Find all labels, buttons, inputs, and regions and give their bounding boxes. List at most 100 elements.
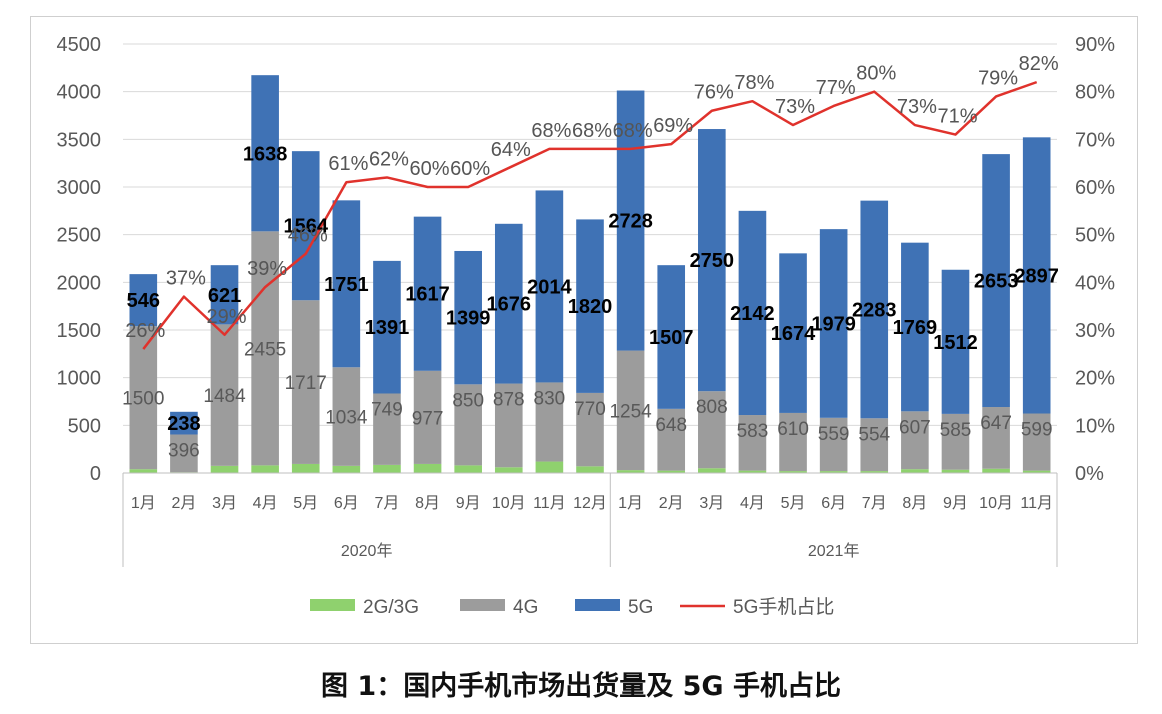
- x-tick-label: 5月: [293, 495, 318, 512]
- bar-g23: [1022, 470, 1051, 473]
- x-tick-label: 10月: [979, 495, 1013, 512]
- bar-g23: [210, 465, 239, 473]
- g4-data-label: 1717: [285, 373, 327, 394]
- x-tick-label: 2月: [659, 495, 684, 512]
- g5-data-label: 1769: [893, 317, 938, 339]
- bar-g5: [413, 216, 442, 371]
- y2-tick-label: 70%: [1075, 129, 1115, 151]
- x-tick-label: 6月: [821, 495, 846, 512]
- ratio-data-label: 39%: [247, 258, 287, 280]
- bar-g23: [982, 468, 1010, 473]
- g4-data-label: 850: [452, 390, 484, 411]
- g5-data-label: 1979: [811, 313, 856, 335]
- ratio-data-label: 68%: [572, 120, 612, 142]
- ratio-data-label: 76%: [694, 82, 734, 104]
- bar-g5: [657, 265, 686, 409]
- g5-data-label: 1617: [405, 284, 450, 306]
- bar-g5: [332, 200, 361, 368]
- x-tick-label: 8月: [415, 495, 440, 512]
- x-tick-label: 4月: [740, 495, 765, 512]
- y-tick-label: 0: [90, 463, 101, 485]
- bar-g5: [210, 265, 239, 325]
- g4-data-label: 610: [777, 419, 809, 440]
- bar-g5: [982, 154, 1010, 408]
- bar-g5: [373, 260, 401, 394]
- bar-g23: [941, 469, 970, 473]
- y2-tick-label: 20%: [1075, 368, 1115, 390]
- bar-g4: [576, 392, 604, 467]
- x-tick-label: 9月: [456, 495, 481, 512]
- g5-data-label: 1820: [568, 296, 613, 318]
- ratio-data-label: 69%: [653, 115, 693, 137]
- bar-g4: [860, 418, 889, 472]
- y-tick-label: 3500: [57, 129, 102, 151]
- g4-data-label: 749: [371, 399, 403, 420]
- g4-data-label: 585: [940, 420, 972, 441]
- x-tick-label: 1月: [618, 495, 643, 512]
- y2-tick-label: 90%: [1075, 34, 1115, 56]
- g5-data-label: 621: [208, 285, 241, 307]
- bar-g23: [819, 471, 848, 473]
- g5-data-label: 2014: [527, 276, 572, 298]
- g4-data-label: 1500: [122, 389, 164, 410]
- ratio-data-label: 64%: [491, 139, 531, 161]
- y-tick-label: 1500: [57, 320, 102, 342]
- ratio-data-label: 29%: [207, 306, 247, 328]
- g5-data-label: 238: [167, 413, 200, 435]
- bar-g5: [251, 75, 279, 232]
- bar-g23: [251, 465, 279, 473]
- g4-data-label: 830: [534, 388, 566, 409]
- g4-data-label: 559: [818, 424, 850, 445]
- ratio-data-label: 73%: [897, 96, 937, 118]
- x-tick-label: 7月: [862, 495, 887, 512]
- bar-g23: [454, 465, 482, 473]
- bar-g23: [738, 470, 767, 473]
- legend-swatch-g23: [310, 599, 355, 611]
- g5-data-label: 1507: [649, 327, 694, 349]
- bar-g5: [860, 200, 889, 419]
- x-tick-label: 11月: [533, 495, 566, 512]
- g5-data-label: 546: [127, 290, 160, 312]
- bar-g4: [535, 382, 564, 462]
- bar-g5: [941, 269, 970, 414]
- bar-g23: [657, 470, 686, 473]
- y-tick-label: 2500: [57, 225, 102, 247]
- y2-tick-label: 30%: [1075, 320, 1115, 342]
- x-tick-label: 3月: [699, 495, 724, 512]
- bar-g4: [170, 434, 198, 473]
- y2-tick-label: 0%: [1075, 463, 1104, 485]
- x-tick-label: 8月: [902, 495, 927, 512]
- legend-label: 5G: [628, 597, 653, 618]
- bar-g4: [373, 393, 401, 465]
- y-tick-label: 2000: [57, 272, 102, 294]
- bar-g23: [860, 471, 889, 473]
- bar-g23: [291, 463, 320, 473]
- g4-data-label: 878: [493, 390, 525, 411]
- bar-g23: [494, 467, 523, 473]
- bar-g5: [535, 190, 564, 383]
- ratio-data-label: 78%: [734, 72, 774, 94]
- g5-data-label: 2750: [690, 250, 735, 272]
- g5-data-label: 2142: [730, 303, 775, 325]
- bar-g4: [657, 408, 686, 471]
- bar-g4: [698, 391, 726, 469]
- g5-data-label: 1564: [283, 216, 328, 238]
- x-tick-label: 5月: [781, 495, 806, 512]
- x-tick-label: 1月: [131, 495, 156, 512]
- g4-data-label: 607: [899, 417, 931, 438]
- bar-g23: [535, 461, 564, 473]
- g5-data-label: 2728: [608, 211, 653, 233]
- legend-swatch-g4: [460, 599, 505, 611]
- bar-g4: [1022, 413, 1051, 471]
- y-tick-label: 1000: [57, 368, 102, 390]
- bar-g5: [170, 411, 198, 435]
- bar-g4: [291, 300, 320, 464]
- x-tick-label: 2月: [171, 495, 196, 512]
- ratio-data-label: 37%: [166, 268, 206, 290]
- ratio-data-label: 73%: [775, 96, 815, 118]
- bar-g23: [129, 469, 158, 473]
- bar-g4: [454, 384, 482, 466]
- g5-data-label: 1676: [487, 294, 532, 316]
- bar-g4: [982, 407, 1010, 469]
- bar-g4: [332, 367, 361, 466]
